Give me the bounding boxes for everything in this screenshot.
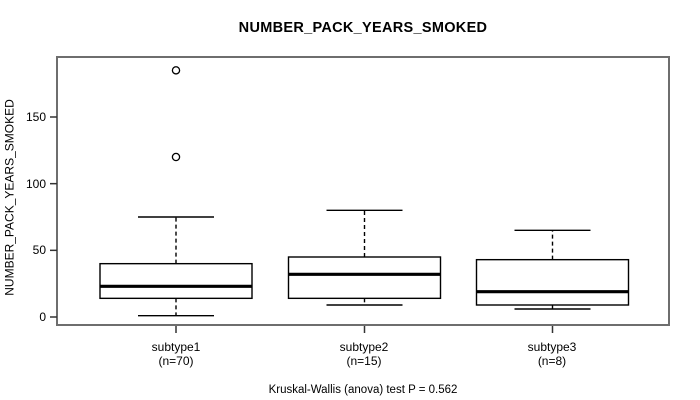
group-label-subtype2: subtype2: [339, 340, 389, 354]
stat-test-annotation: Kruskal-Wallis (anova) test P = 0.562: [268, 384, 458, 396]
iqr-box: [99, 262, 253, 300]
plot-frame: [56, 56, 670, 326]
group-label-subtype1: subtype1: [151, 340, 201, 354]
y-tick-label-50: 50: [32, 243, 46, 257]
chart-title: NUMBER_PACK_YEARS_SMOKED: [238, 20, 488, 36]
outlier-point: [171, 66, 181, 75]
y-tick-label-0: 0: [39, 310, 46, 324]
group-label-subtype3: subtype3: [527, 340, 577, 354]
group-n-label-subtype1: (n=70): [158, 354, 194, 368]
y-tick-label-150: 150: [25, 110, 46, 124]
iqr-box: [475, 258, 630, 306]
group-n-label-subtype3: (n=8): [537, 354, 567, 368]
iqr-box: [287, 256, 442, 300]
group-n-label-subtype2: (n=15): [346, 354, 382, 368]
outlier-point: [171, 152, 181, 162]
y-tick-label-100: 100: [25, 177, 46, 191]
